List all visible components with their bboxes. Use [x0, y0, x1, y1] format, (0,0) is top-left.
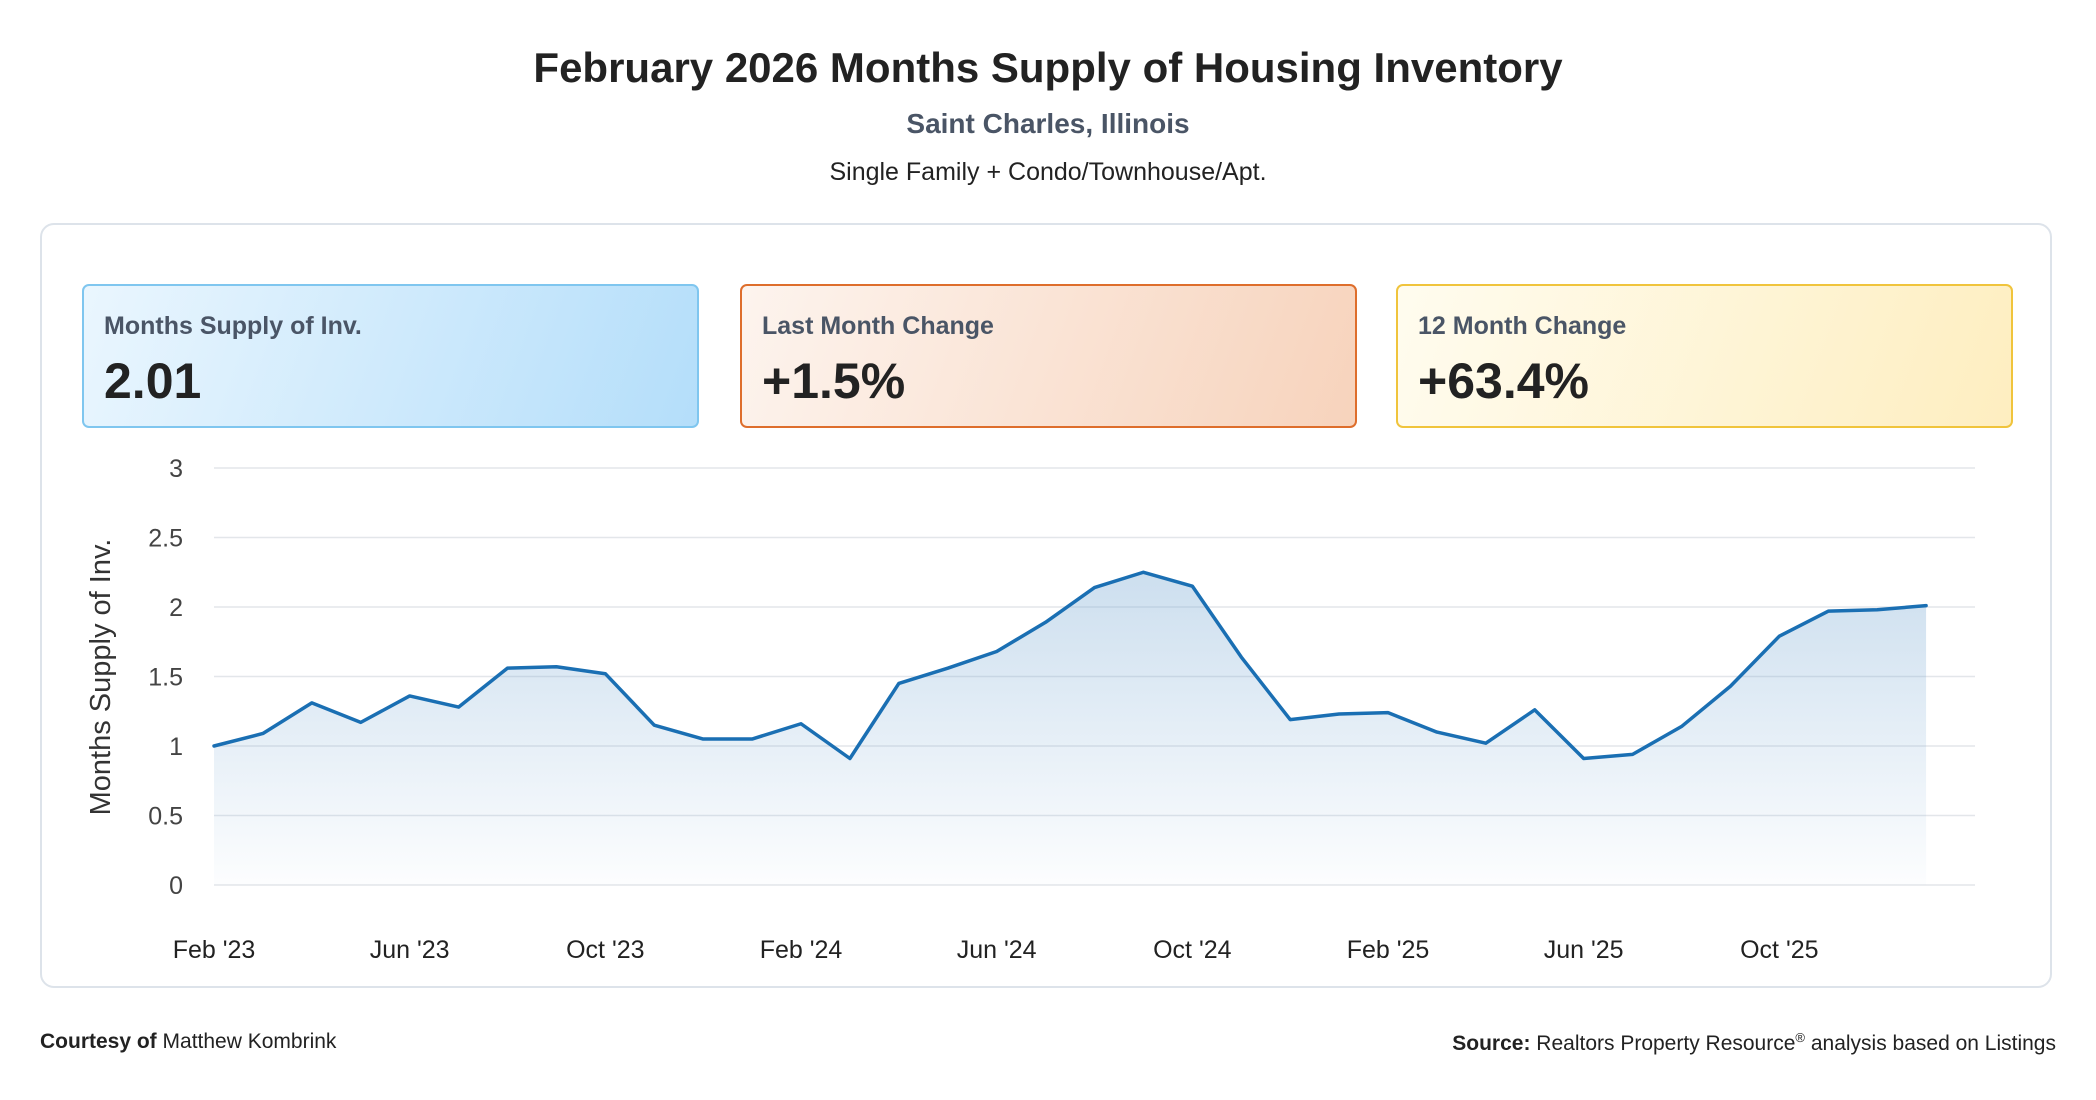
x-tick-label: Feb '24 — [760, 936, 843, 964]
courtesy-footer: Courtesy of Matthew Kombrink — [40, 1030, 336, 1054]
card-value: +1.5% — [762, 353, 906, 409]
y-axis-label: Months Supply of Inv. — [85, 539, 117, 816]
registered-mark: ® — [1795, 1030, 1805, 1045]
data-point — [358, 719, 364, 725]
data-point — [1140, 569, 1146, 575]
data-point — [1923, 603, 1929, 609]
data-point — [700, 736, 706, 742]
area-fill — [214, 572, 1927, 885]
y-tick-label: 0 — [169, 872, 183, 900]
data-point — [602, 671, 608, 677]
x-tick-label: Oct '24 — [1153, 936, 1232, 964]
data-point — [651, 722, 657, 728]
data-point — [1189, 583, 1195, 589]
data-point — [211, 743, 217, 749]
card-label: Last Month Change — [762, 312, 994, 340]
source-label: Source: — [1452, 1032, 1531, 1055]
data-point — [749, 736, 755, 742]
source-text: Realtors Property Resource — [1536, 1032, 1796, 1055]
y-tick-label: 2.5 — [148, 525, 183, 553]
card-label: Months Supply of Inv. — [104, 312, 362, 340]
x-tick-label: Jun '23 — [370, 936, 450, 964]
twelve-month-change-card: 12 Month Change +63.4% — [1396, 284, 2013, 428]
data-point — [1727, 683, 1733, 689]
data-point — [1679, 724, 1685, 730]
data-point — [1287, 717, 1293, 723]
x-tick-label: Feb '23 — [173, 936, 256, 964]
data-point — [1630, 751, 1636, 757]
y-tick-label: 0.5 — [148, 803, 183, 831]
data-point — [1532, 707, 1538, 713]
data-point — [1874, 607, 1880, 613]
data-point — [260, 730, 266, 736]
x-tick-label: Oct '25 — [1740, 936, 1818, 964]
series-line — [212, 570, 1928, 761]
data-point — [896, 680, 902, 686]
months-supply-chart: 0 0.5 1 1.5 2 2.5 3 Feb '23 Jun '23 Oct '23 Feb '2… — [85, 455, 1975, 964]
courtesy-name: Matthew Kombrink — [162, 1030, 337, 1053]
data-point — [1483, 740, 1489, 746]
data-point — [553, 664, 559, 670]
source-text-suffix: analysis based on Listings — [1805, 1032, 2056, 1055]
card-label: 12 Month Change — [1418, 312, 1627, 340]
courtesy-label: Courtesy of — [40, 1030, 157, 1053]
x-tick-label: Feb '25 — [1347, 936, 1430, 964]
source-footer: Source: Realtors Property Resource® anal… — [1452, 1030, 2056, 1056]
data-point — [1238, 654, 1244, 660]
data-point — [309, 700, 315, 706]
data-point — [1385, 710, 1391, 716]
data-point — [1825, 608, 1831, 614]
data-point — [1336, 711, 1342, 717]
data-point — [1776, 633, 1782, 639]
data-point — [945, 665, 951, 671]
data-point — [1043, 619, 1049, 625]
data-point — [994, 648, 1000, 654]
y-tick-label: 1 — [169, 733, 183, 761]
data-point — [407, 693, 413, 699]
chart-panel — [40, 223, 2052, 988]
data-point — [847, 756, 853, 762]
property-type-caption: Single Family + Condo/Townhouse/Apt. — [829, 158, 1267, 186]
card-value: +63.4% — [1418, 353, 1589, 409]
card-value: 2.01 — [104, 353, 202, 409]
x-tick-label: Jun '24 — [957, 936, 1037, 964]
y-tick-label: 1.5 — [148, 664, 183, 692]
data-point — [1092, 585, 1098, 591]
x-tick-label: Jun '25 — [1544, 936, 1624, 964]
data-point — [798, 721, 804, 727]
x-tick-label: Oct '23 — [566, 936, 644, 964]
data-point — [505, 665, 511, 671]
data-point — [1581, 756, 1587, 762]
location-subtitle: Saint Charles, Illinois — [906, 108, 1190, 139]
y-tick-label: 3 — [169, 455, 183, 483]
page-title: February 2026 Months Supply of Housing I… — [533, 44, 1563, 91]
data-point — [1434, 729, 1440, 735]
data-point — [456, 704, 462, 710]
last-month-change-card: Last Month Change +1.5% — [740, 284, 1357, 428]
months-supply-card: Months Supply of Inv. 2.01 — [82, 284, 699, 428]
y-tick-label: 2 — [169, 594, 183, 622]
